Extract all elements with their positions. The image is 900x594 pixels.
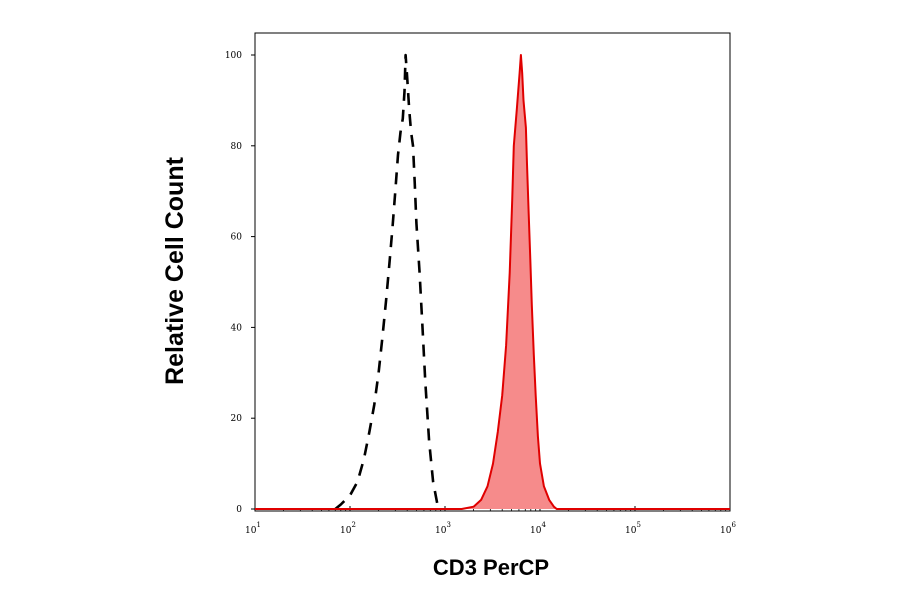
x-tick-label: 106 [720, 521, 736, 536]
y-tick-label: 0 [236, 505, 242, 515]
y-tick-label: 40 [231, 323, 243, 333]
y-tick-label: 80 [231, 142, 243, 152]
x-tick-label: 102 [340, 521, 356, 536]
y-tick-label: 100 [225, 51, 242, 61]
series-layer [255, 53, 730, 511]
filled-histogram-outline [255, 54, 730, 510]
y-axis-title: Relative Cell Count [161, 156, 189, 384]
filled-histogram-area [255, 55, 730, 509]
y-axis: 0 20 40 60 80 100 [225, 51, 255, 515]
y-tick-label: 20 [231, 414, 243, 424]
x-tick-label: 104 [530, 521, 546, 536]
y-tick-label: 60 [231, 233, 243, 243]
plot-frame [254, 32, 731, 512]
x-tick-label: 103 [435, 521, 451, 536]
x-axis-title: CD3 PerCP [433, 555, 549, 580]
dashed-histogram-line [334, 53, 440, 511]
x-tick-label: 101 [245, 521, 261, 536]
x-tick-label: 105 [625, 521, 641, 536]
